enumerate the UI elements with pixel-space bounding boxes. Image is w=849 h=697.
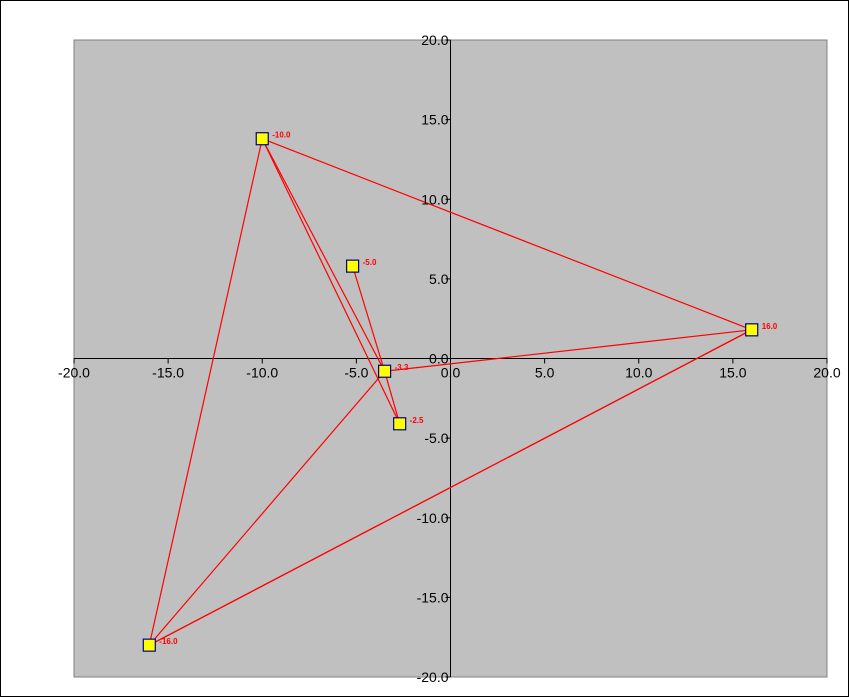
x-tick-label: -20.0	[58, 365, 90, 381]
data-point-marker	[393, 417, 407, 431]
tick-labels: -20.0 -15.0 -10.0 -5.0 0.0 5.0 10.0 15.0 20.0 -20…	[58, 32, 841, 685]
data-point-label: -3.3	[395, 363, 409, 372]
point-labels: -10.0 -5.0 16.0 -3.3 -2.5 -16.0	[159, 131, 778, 646]
data-points	[142, 132, 759, 652]
data-point-marker	[255, 132, 269, 146]
x-tick-label: -15.0	[152, 365, 184, 381]
x-tick-label: -5.0	[344, 365, 368, 381]
data-point-label: -10.0	[272, 131, 291, 140]
y-tick-label: -15.0	[417, 589, 449, 605]
axes	[73, 39, 828, 678]
connector-line	[261, 138, 401, 425]
data-point-marker	[745, 323, 759, 337]
connector-line	[384, 329, 752, 372]
y-tick-label: -10.0	[417, 510, 449, 526]
y-tick-label: 0.0	[429, 351, 449, 367]
connector-line	[262, 138, 752, 331]
x-tick-label: 0.0	[441, 365, 461, 381]
data-point-label: -5.0	[363, 258, 377, 267]
data-point-marker	[142, 638, 156, 652]
data-point-label: 16.0	[762, 322, 778, 331]
connector-line	[148, 138, 263, 646]
connector-line	[148, 370, 386, 646]
x-tick-label: 20.0	[813, 365, 840, 381]
connector-line	[352, 265, 386, 372]
connector-line	[261, 138, 386, 372]
data-point-marker	[346, 259, 360, 273]
x-tick-label: 15.0	[719, 365, 746, 381]
y-tick-label: 5.0	[429, 271, 449, 287]
data-point-label: -2.5	[410, 416, 424, 425]
y-tick-label: -5.0	[424, 430, 448, 446]
x-tick-label: 10.0	[625, 365, 652, 381]
y-tick-label: 10.0	[421, 191, 448, 207]
connector-lines	[148, 138, 752, 646]
x-tick-label: -10.0	[246, 365, 278, 381]
connector-line	[149, 329, 752, 646]
y-tick-label: 20.0	[421, 32, 448, 48]
x-tick-label: 5.0	[535, 365, 555, 381]
data-point-label: -16.0	[159, 637, 178, 646]
y-tick-label: -20.0	[417, 669, 449, 685]
y-tick-label: 15.0	[421, 112, 448, 128]
data-point-marker	[378, 364, 392, 378]
connector-line	[384, 371, 401, 424]
